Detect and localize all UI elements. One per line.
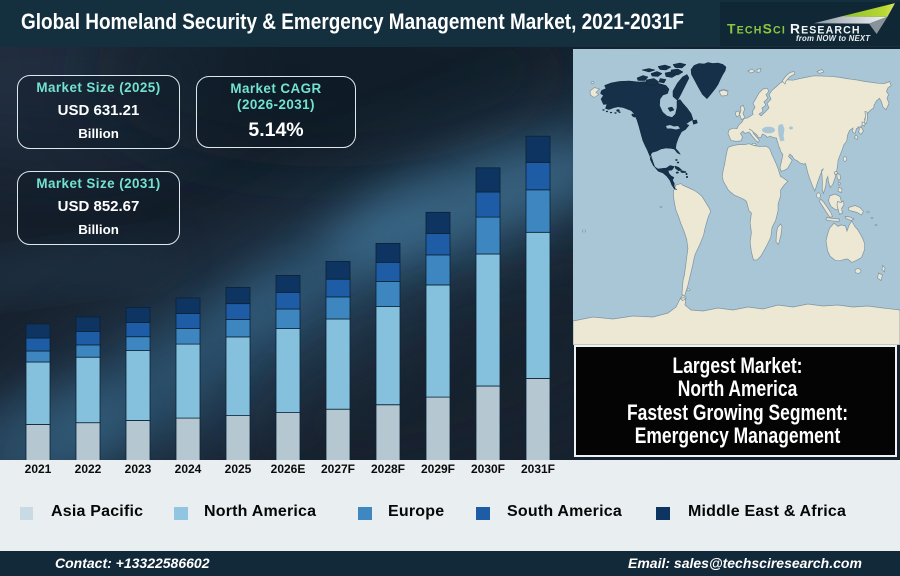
svg-text:RESEARCH: RESEARCH (790, 22, 861, 37)
svg-text:from NOW to NEXT: from NOW to NEXT (796, 34, 871, 43)
svg-text:TECHSCI: TECHSCI (727, 22, 786, 37)
